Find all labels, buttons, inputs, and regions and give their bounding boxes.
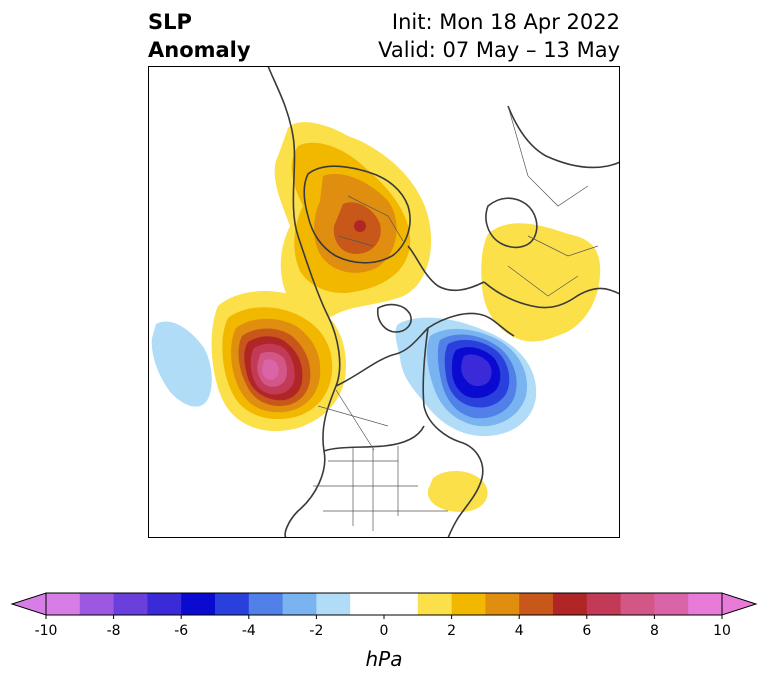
colorbar-segment — [654, 593, 689, 615]
forecast-dates: Init: Mon 18 Apr 2022 Valid: 07 May – 13… — [378, 8, 620, 64]
colorbar-segment — [451, 593, 486, 615]
colorbar-ticks: -10 -8 -6 -4 -2 0 2 4 6 8 10 — [35, 615, 731, 639]
colorbar: -10 -8 -6 -4 -2 0 2 4 6 8 10 hPa — [10, 592, 758, 671]
colorbar-segment — [485, 593, 520, 615]
colorbar-segment — [553, 593, 588, 615]
colorbar-segment — [620, 593, 655, 615]
colorbar-tick-label: 0 — [380, 623, 389, 639]
colorbar-tick-label: 4 — [515, 623, 524, 639]
positive-anomaly-north-pacific — [211, 290, 346, 432]
colorbar-tick-label: -6 — [174, 623, 188, 639]
colorbar-units: hPa — [366, 647, 403, 671]
colorbar-tick-label: -8 — [107, 623, 121, 639]
colorbar-extend-high — [721, 592, 758, 616]
init-date: Init: Mon 18 Apr 2022 — [391, 10, 620, 34]
colorbar-segment — [519, 593, 554, 615]
slp-anomaly-map — [148, 66, 620, 538]
coastlines — [267, 66, 620, 538]
colorbar-segment — [215, 593, 250, 615]
colorbar-tick-label: 2 — [447, 623, 456, 639]
colorbar-segment — [316, 593, 351, 615]
colorbar-segment — [350, 593, 385, 615]
colorbar-segment — [282, 593, 317, 615]
colorbar-tick-label: 8 — [650, 623, 659, 639]
political-borders — [313, 105, 599, 531]
colorbar-tick-label: -4 — [242, 623, 256, 639]
colorbar-tick-label: -10 — [35, 623, 58, 639]
colorbar-segment — [248, 593, 284, 615]
colorbar-segment — [113, 593, 148, 615]
colorbar-segment — [46, 593, 81, 615]
colorbar-tick-label: -2 — [309, 623, 323, 639]
anomaly-fill — [151, 122, 601, 512]
colorbar-segment — [181, 593, 216, 615]
colorbar-segment — [688, 593, 723, 615]
colorbar-segment — [417, 593, 453, 615]
title-line-1: SLP — [148, 10, 192, 34]
positive-anomaly-atlantic — [427, 471, 488, 512]
colorbar-tick-label: 10 — [713, 623, 731, 639]
colorbar-segment — [147, 593, 182, 615]
positive-anomaly-europe — [481, 223, 601, 342]
colorbar-extend-low — [10, 592, 47, 616]
colorbar-tick-label: 6 — [582, 623, 591, 639]
title-line-2: Anomaly — [148, 38, 251, 62]
colorbar-segment — [384, 593, 419, 615]
negative-anomaly-labrador — [395, 317, 537, 437]
colorbar-segment — [79, 593, 115, 615]
colorbar-segments — [10, 592, 758, 616]
map-title: SLP Anomaly — [148, 8, 251, 64]
map-border — [148, 66, 620, 538]
negative-anomaly-pacific — [151, 321, 212, 407]
valid-range: Valid: 07 May – 13 May — [378, 38, 620, 62]
colorbar-segment — [586, 593, 622, 615]
